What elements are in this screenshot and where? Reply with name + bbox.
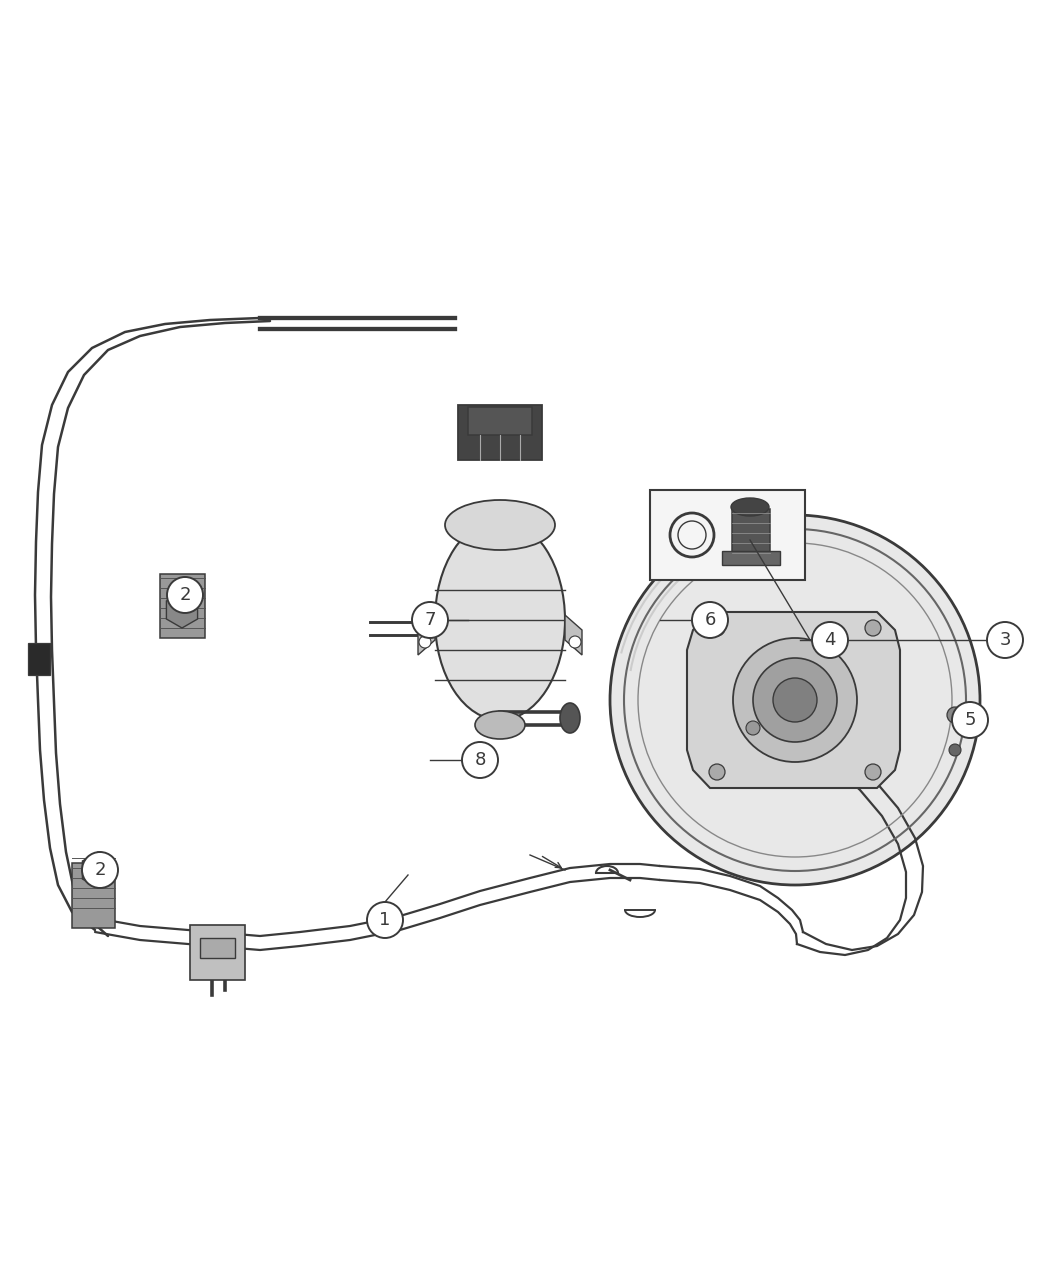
Ellipse shape xyxy=(475,711,525,739)
Circle shape xyxy=(709,764,724,780)
Bar xyxy=(200,938,235,958)
Circle shape xyxy=(462,742,498,778)
Bar xyxy=(732,509,770,561)
Polygon shape xyxy=(687,612,900,788)
Ellipse shape xyxy=(560,703,580,733)
Bar xyxy=(722,551,780,565)
Text: 3: 3 xyxy=(1000,631,1011,649)
Text: 1: 1 xyxy=(379,912,391,929)
Polygon shape xyxy=(82,852,113,887)
Circle shape xyxy=(368,901,403,938)
Circle shape xyxy=(569,636,581,648)
Bar xyxy=(72,863,116,928)
Bar xyxy=(160,574,205,638)
Circle shape xyxy=(709,620,724,636)
Bar xyxy=(190,924,245,980)
Text: 2: 2 xyxy=(94,861,106,878)
Bar xyxy=(468,407,532,435)
Circle shape xyxy=(610,515,980,885)
Circle shape xyxy=(952,703,988,738)
Circle shape xyxy=(733,638,857,762)
Circle shape xyxy=(812,622,848,658)
Ellipse shape xyxy=(435,520,565,720)
Text: 4: 4 xyxy=(824,631,836,649)
Bar xyxy=(650,490,805,580)
Circle shape xyxy=(773,678,817,722)
Circle shape xyxy=(865,620,881,636)
Circle shape xyxy=(412,602,448,638)
Circle shape xyxy=(419,636,430,648)
Ellipse shape xyxy=(824,638,842,648)
Polygon shape xyxy=(565,615,582,655)
Circle shape xyxy=(167,578,203,613)
Text: 6: 6 xyxy=(705,611,716,629)
Text: 7: 7 xyxy=(424,611,436,629)
Ellipse shape xyxy=(445,500,555,550)
Circle shape xyxy=(82,852,118,887)
Circle shape xyxy=(987,622,1023,658)
Circle shape xyxy=(947,708,963,723)
Bar xyxy=(28,643,50,674)
Text: 2: 2 xyxy=(180,586,191,604)
Text: 8: 8 xyxy=(475,751,486,769)
Polygon shape xyxy=(418,615,435,655)
Ellipse shape xyxy=(731,499,769,516)
Circle shape xyxy=(753,658,837,742)
Text: 5: 5 xyxy=(964,711,975,729)
Circle shape xyxy=(692,602,728,638)
Bar xyxy=(458,405,542,460)
Polygon shape xyxy=(166,592,197,629)
Circle shape xyxy=(865,764,881,780)
Circle shape xyxy=(746,720,760,734)
Circle shape xyxy=(949,745,961,756)
